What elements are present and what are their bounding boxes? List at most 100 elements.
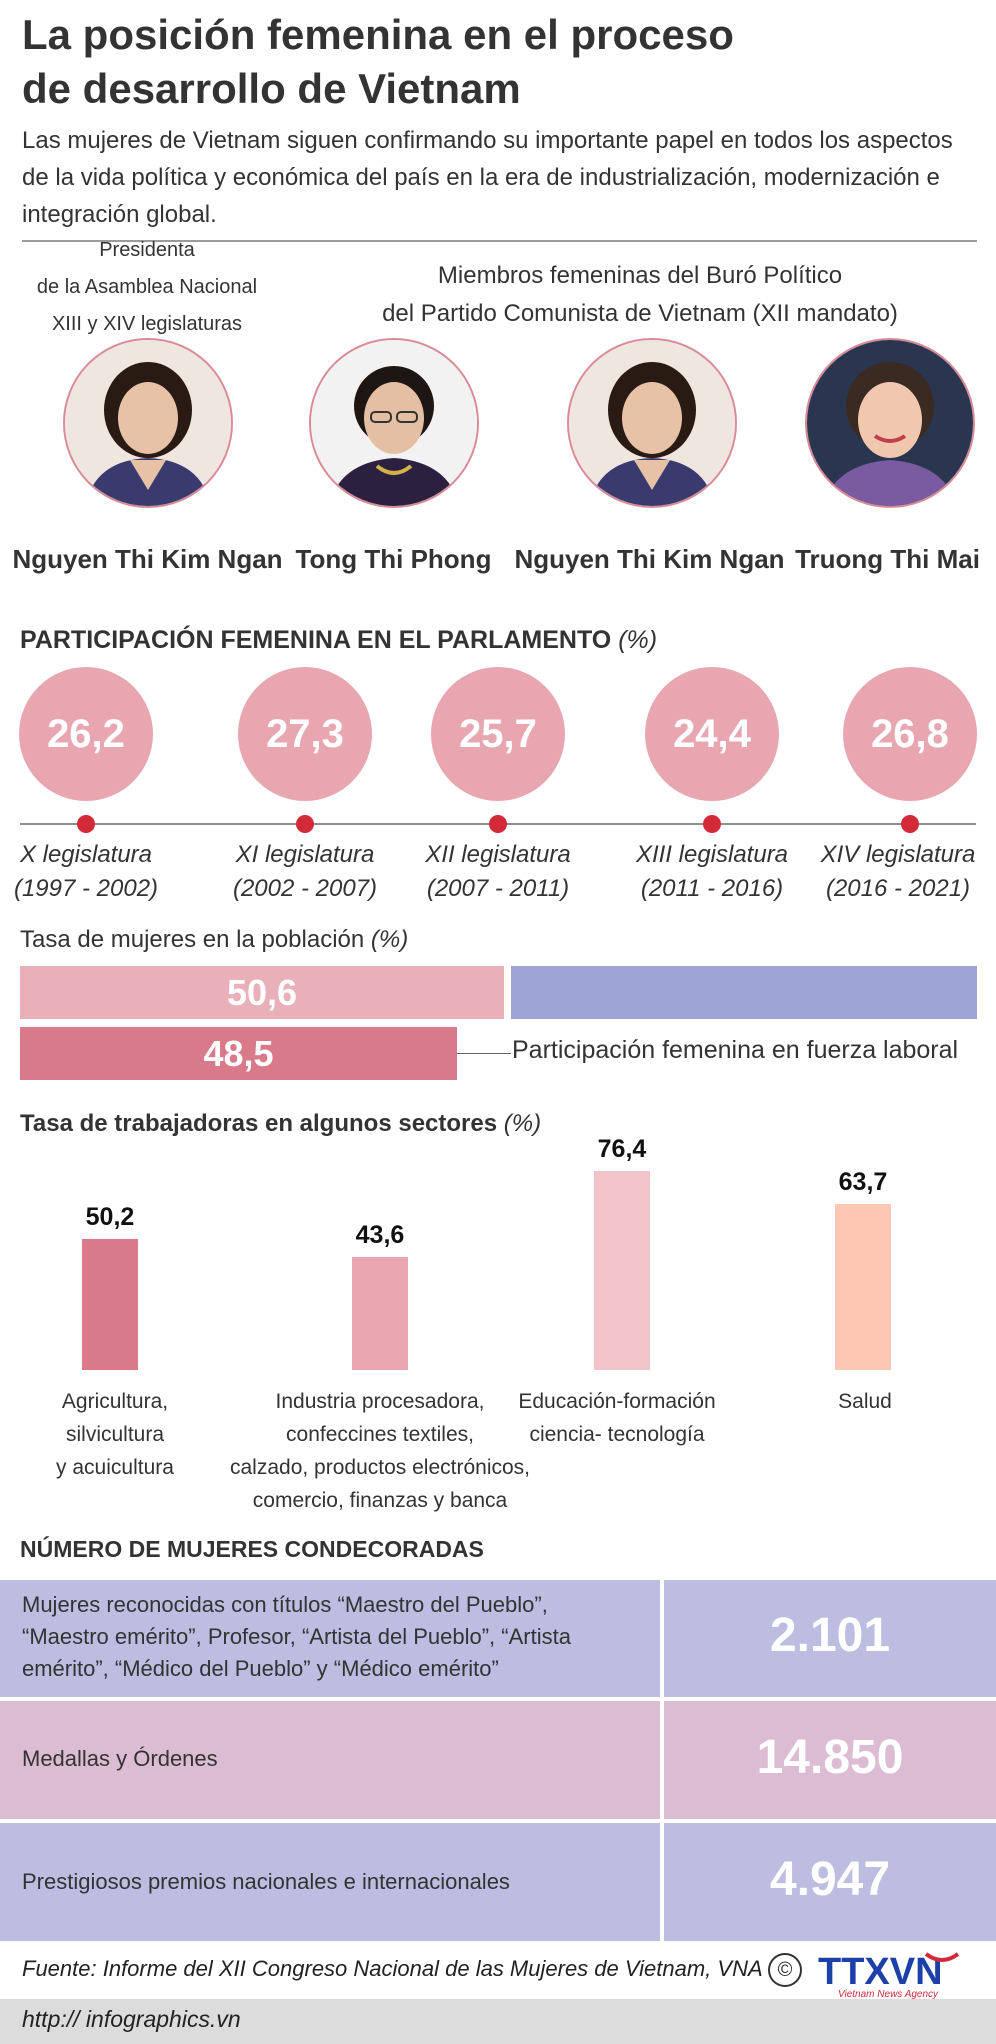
labor-leader-line (457, 1053, 511, 1054)
sector-value-label: 50,2 (85, 1203, 135, 1232)
population-title-text: Tasa de mujeres en la población (20, 926, 365, 953)
copyright-icon: © (768, 1953, 802, 1987)
honors-row-value: 4.947 (769, 1853, 891, 1906)
sector-label: Salud (760, 1385, 970, 1418)
sector-label-line: Agricultura, (61, 1390, 169, 1413)
ttxvn-logo: TTXVN Vietnam News Agency (818, 1950, 983, 2005)
sector-value-label: 43,6 (355, 1220, 405, 1249)
parliament-value-circle: 24,4 (645, 667, 779, 801)
term-label: XI legislatura (2002 - 2007) (205, 838, 405, 906)
president-label: Presidenta de la Asamblea Nacional XIII … (12, 232, 282, 343)
politburo-label-line: del Partido Comunista de Vietnam (XII ma… (382, 300, 898, 327)
honors-row-description: Mujeres reconocidas con títulos “Maestro… (22, 1589, 571, 1685)
portrait-photo (805, 338, 975, 508)
term-name: XIII legislatura (635, 841, 789, 868)
page-title: La posición femenina en el proceso de de… (22, 8, 782, 116)
sector-label: Educación-formación ciencia- tecnología (508, 1385, 726, 1451)
sector-bar (352, 1256, 408, 1370)
timeline-dot (901, 815, 919, 833)
term-years: (2002 - 2007) (232, 875, 378, 902)
sector-label-line: comercio, finanzas y banca (252, 1489, 508, 1512)
portrait-photo (63, 338, 233, 508)
parliament-value-circle: 26,8 (843, 667, 977, 801)
page-subtitle: Las mujeres de Vietnam siguen confirmand… (22, 127, 953, 228)
president-label-line: Presidenta (99, 239, 195, 261)
parliament-section-title: PARTICIPACIÓN FEMENINA EN EL PARLAMENTO … (20, 626, 657, 655)
politburo-label-line: Miembros femeninas del Buró Político (437, 262, 843, 289)
leader-name: Nguyen Thi Kim Ngan (514, 544, 785, 574)
sector-label-line: silvicultura (65, 1423, 165, 1446)
sector-label-line: y acuicultura (56, 1456, 174, 1479)
logo-text: TTXVN (818, 1951, 943, 1993)
rest-population-bar (511, 966, 977, 1019)
sector-label: Industria procesadora, confeccines texti… (220, 1385, 540, 1517)
url-bar (0, 1999, 996, 2044)
sector-label-line: ciencia- tecnología (529, 1423, 705, 1446)
sector-bar (594, 1171, 650, 1370)
sector-section-title: Tasa de trabajadoras en algunos sectores… (20, 1110, 541, 1138)
term-years: (2007 - 2011) (426, 875, 570, 902)
site-link[interactable]: http:// infographics.vn (22, 2006, 241, 2032)
parliament-title-text: PARTICIPACIÓN FEMENINA EN EL PARLAMENTO (20, 626, 612, 654)
sector-label-line: confeccines textiles, (286, 1423, 474, 1446)
honors-row-separator (660, 1823, 664, 1941)
term-label: X legislatura (1997 - 2002) (0, 838, 186, 906)
leader-name: Tong Thi Phong (295, 544, 492, 574)
honors-row-separator (660, 1580, 664, 1697)
parliament-value-circle: 26,2 (19, 667, 153, 801)
source-note: Fuente: Informe del XII Congreso Naciona… (22, 1956, 763, 1981)
honors-row-value: 2.101 (769, 1609, 891, 1662)
header-divider (22, 240, 977, 242)
sector-bar (82, 1239, 138, 1370)
portrait-photo (309, 338, 479, 508)
honors-row-description: Prestigiosos premios nacionales e intern… (22, 1869, 510, 1894)
politburo-label: Miembros femeninas del Buró Político del… (330, 257, 950, 333)
honors-row-description: Medallas y Órdenes (22, 1746, 218, 1771)
parliament-value-circle: 25,7 (431, 667, 565, 801)
leader-name: Truong Thi Mai (795, 544, 980, 574)
sector-unit: (%) (503, 1110, 542, 1137)
population-unit: (%) (370, 926, 409, 953)
term-label: XII legislatura (2007 - 2011) (398, 838, 598, 906)
term-name: XIV legislatura (820, 841, 976, 868)
term-years: (2016 - 2021) (825, 875, 971, 902)
leader-name: Nguyen Thi Kim Ngan (12, 544, 283, 574)
title-line-2: de desarrollo de Vietnam (22, 65, 521, 112)
honors-row: Medallas y Órdenes 14.850 (0, 1701, 996, 1819)
sector-bar (835, 1204, 891, 1370)
honors-desc-line: emérito”, “Médico del Pueblo” y “Médico … (22, 1656, 499, 1681)
term-label: XIV legislatura (2016 - 2021) (798, 838, 996, 906)
title-line-1: La posición femenina en el proceso (22, 11, 734, 58)
labor-label: Participación femenina en fuerza laboral (512, 1036, 959, 1064)
timeline-dot (77, 815, 95, 833)
term-name: XII legislatura (425, 841, 571, 868)
sector-value-label: 76,4 (597, 1135, 647, 1164)
term-name: XI legislatura (235, 841, 375, 868)
term-label: XIII legislatura (2011 - 2016) (612, 838, 812, 906)
sector-title-text: Tasa de trabajadoras en algunos sectores (20, 1110, 498, 1137)
labor-participation-bar: 48,5 (20, 1027, 457, 1080)
president-label-line: XIII y XIV legislaturas (51, 313, 243, 335)
logo-subtext: Vietnam News Agency (838, 1989, 939, 2000)
women-population-bar: 50,6 (20, 966, 504, 1019)
honors-desc-line: Mujeres reconocidas con títulos “Maestro… (22, 1592, 548, 1617)
timeline-dot (296, 815, 314, 833)
parliament-unit: (%) (618, 626, 658, 654)
parliament-value-circle: 27,3 (238, 667, 372, 801)
sector-label: Agricultura, silvicultura y acuicultura (10, 1385, 220, 1484)
population-section-title: Tasa de mujeres en la población (%) (20, 926, 408, 954)
honors-row-separator (660, 1701, 664, 1819)
portrait-photo (567, 338, 737, 508)
honors-section-title: NÚMERO DE MUJERES CONDECORADAS (20, 1536, 484, 1562)
term-years: (1997 - 2002) (13, 875, 159, 902)
honors-desc-line: “Maestro emérito”, Profesor, “Artista de… (22, 1624, 571, 1649)
sector-value-label: 63,7 (838, 1168, 888, 1197)
sector-label-line: Educación-formación (518, 1390, 716, 1413)
term-name: X legislatura (19, 841, 153, 868)
timeline-dot (703, 815, 721, 833)
honors-row: Prestigiosos premios nacionales e intern… (0, 1823, 996, 1941)
honors-row-value: 14.850 (756, 1731, 904, 1784)
president-label-line: de la Asamblea Nacional (36, 276, 258, 298)
sector-label-line: Salud (838, 1390, 892, 1413)
timeline-dot (489, 815, 507, 833)
